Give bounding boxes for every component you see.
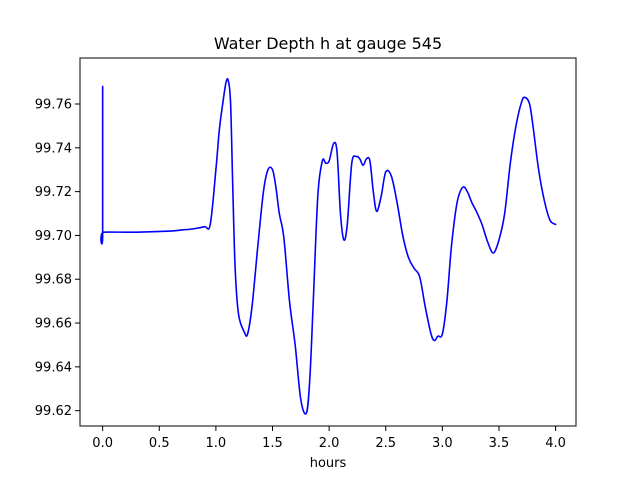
x-tick-label: 2.0: [319, 436, 340, 451]
y-tick-label: 99.64: [35, 360, 72, 375]
series-line: [100, 77, 557, 415]
y-tick-label: 99.70: [35, 229, 72, 244]
x-tick-label: 4.0: [545, 436, 566, 451]
x-tick-label: 1.0: [206, 436, 227, 451]
x-axis-label: hours: [310, 456, 347, 471]
x-axis-ticks: 0.0 0.5 1.0 1.5 2.0 2.5 3.0 3.5 4.0: [92, 426, 566, 451]
x-tick-label: 0.0: [92, 436, 113, 451]
y-tick-label: 99.66: [35, 317, 72, 332]
y-tick-label: 99.72: [35, 185, 72, 200]
plot-frame: [79, 57, 577, 427]
y-tick-label: 99.62: [35, 404, 72, 419]
y-tick-label: 99.74: [35, 141, 72, 156]
x-tick-label: 0.5: [149, 436, 170, 451]
x-tick-label: 3.0: [432, 436, 453, 451]
y-tick-label: 99.68: [35, 273, 72, 288]
chart-title: Water Depth h at gauge 545: [214, 34, 442, 53]
x-tick-label: 3.5: [489, 436, 510, 451]
plot-area: [80, 58, 576, 426]
y-axis-ticks: 99.62 99.64 99.66 99.68 99.70 99.72 99.74 99.76: [35, 98, 80, 419]
x-tick-label: 2.5: [375, 436, 396, 451]
y-tick-label: 99.76: [35, 98, 72, 113]
x-tick-label: 1.5: [262, 436, 283, 451]
